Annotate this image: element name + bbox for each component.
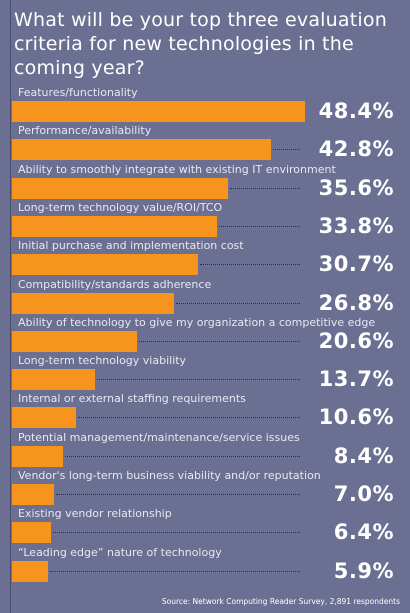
bar <box>12 369 95 391</box>
bar <box>12 292 175 314</box>
bar <box>12 560 48 582</box>
bar-value-label: 10.6% <box>318 405 394 430</box>
bar <box>12 445 63 467</box>
bar-label: Performance/availability <box>18 124 152 138</box>
bar-row: Long-term technology value/ROI/TCO 33.8% <box>0 201 410 239</box>
bar <box>12 484 55 505</box>
bar-label: Vendor's long-term business viability an… <box>18 469 321 482</box>
leader-dots <box>96 379 300 381</box>
bar <box>12 407 77 429</box>
bar-value-label: 13.7% <box>318 367 394 392</box>
leader-dots <box>138 340 300 342</box>
bar-row: Ability of technology to give my organiz… <box>0 316 410 354</box>
leader-dots <box>56 494 300 495</box>
bar-label: Initial purchase and implementation cost <box>18 239 244 253</box>
chart-title: What will be your top three evaluation c… <box>14 9 387 79</box>
bar-row: Vendor's long-term business viability an… <box>0 469 410 507</box>
bar-value-label: 30.7% <box>318 252 394 277</box>
bar <box>12 215 217 237</box>
leader-dots <box>229 187 300 189</box>
leader-dots <box>49 570 300 572</box>
bar-row: Ability to smoothly integrate with exist… <box>0 163 410 201</box>
bar-value-label: 20.6% <box>318 328 394 353</box>
left-rule <box>10 0 11 613</box>
bar-label: Compatibility/standards adherence <box>18 277 212 291</box>
bar <box>12 254 198 276</box>
bar-row: Performance/availability 42.8% <box>0 124 410 162</box>
bar-label: Long-term technology value/ROI/TCO <box>18 200 223 214</box>
bar-value-label: 42.8% <box>318 137 394 162</box>
bar-label: Ability of technology to give my organiz… <box>18 315 376 329</box>
bar <box>12 101 305 122</box>
bar-row: “Leading edge” nature of technology 5.9% <box>0 546 410 584</box>
leader-dots <box>199 264 300 266</box>
bar-value-label: 48.4% <box>318 99 394 123</box>
leader-dots <box>273 149 300 151</box>
bar-value-label: 6.4% <box>333 520 394 545</box>
bar-label: Potential management/maintenance/service… <box>18 430 300 444</box>
bar-row: Internal or external staffing requiremen… <box>0 392 410 430</box>
bar-value-label: 8.4% <box>333 443 394 468</box>
bar <box>12 177 228 199</box>
bar <box>12 330 137 352</box>
leader-dots <box>78 417 300 419</box>
bar-row: Features/functionality 48.4% <box>0 86 410 124</box>
bar-label: Ability to smoothly integrate with exist… <box>18 162 336 176</box>
source-note: Source: Network Computing Reader Survey,… <box>161 597 400 606</box>
bar <box>12 522 51 544</box>
leader-dots <box>64 455 300 457</box>
bar-value-label: 7.0% <box>333 482 394 506</box>
bar-label: “Leading edge” nature of technology <box>18 545 222 559</box>
leader-dots <box>52 532 300 534</box>
bar-value-label: 26.8% <box>318 290 394 315</box>
bar-row: Initial purchase and implementation cost… <box>0 239 410 277</box>
bar-row: Long-term technology viability 13.7% <box>0 354 410 392</box>
bar-value-label: 5.9% <box>333 558 394 583</box>
bar-label: Features/functionality <box>18 86 138 99</box>
bar-value-label: 33.8% <box>318 213 394 238</box>
bar-row: Existing vendor relationship 6.4% <box>0 507 410 545</box>
bar-row: Potential management/maintenance/service… <box>0 431 410 469</box>
bar-row: Compatibility/standards adherence 26.8% <box>0 278 410 316</box>
bar-value-label: 35.6% <box>318 175 394 200</box>
leader-dots <box>218 225 300 227</box>
bar-label: Internal or external staffing requiremen… <box>18 392 246 406</box>
bar-label: Long-term technology viability <box>18 354 187 368</box>
leader-dots <box>176 302 300 304</box>
bar-label: Existing vendor relationship <box>18 507 172 521</box>
bar <box>12 139 272 161</box>
